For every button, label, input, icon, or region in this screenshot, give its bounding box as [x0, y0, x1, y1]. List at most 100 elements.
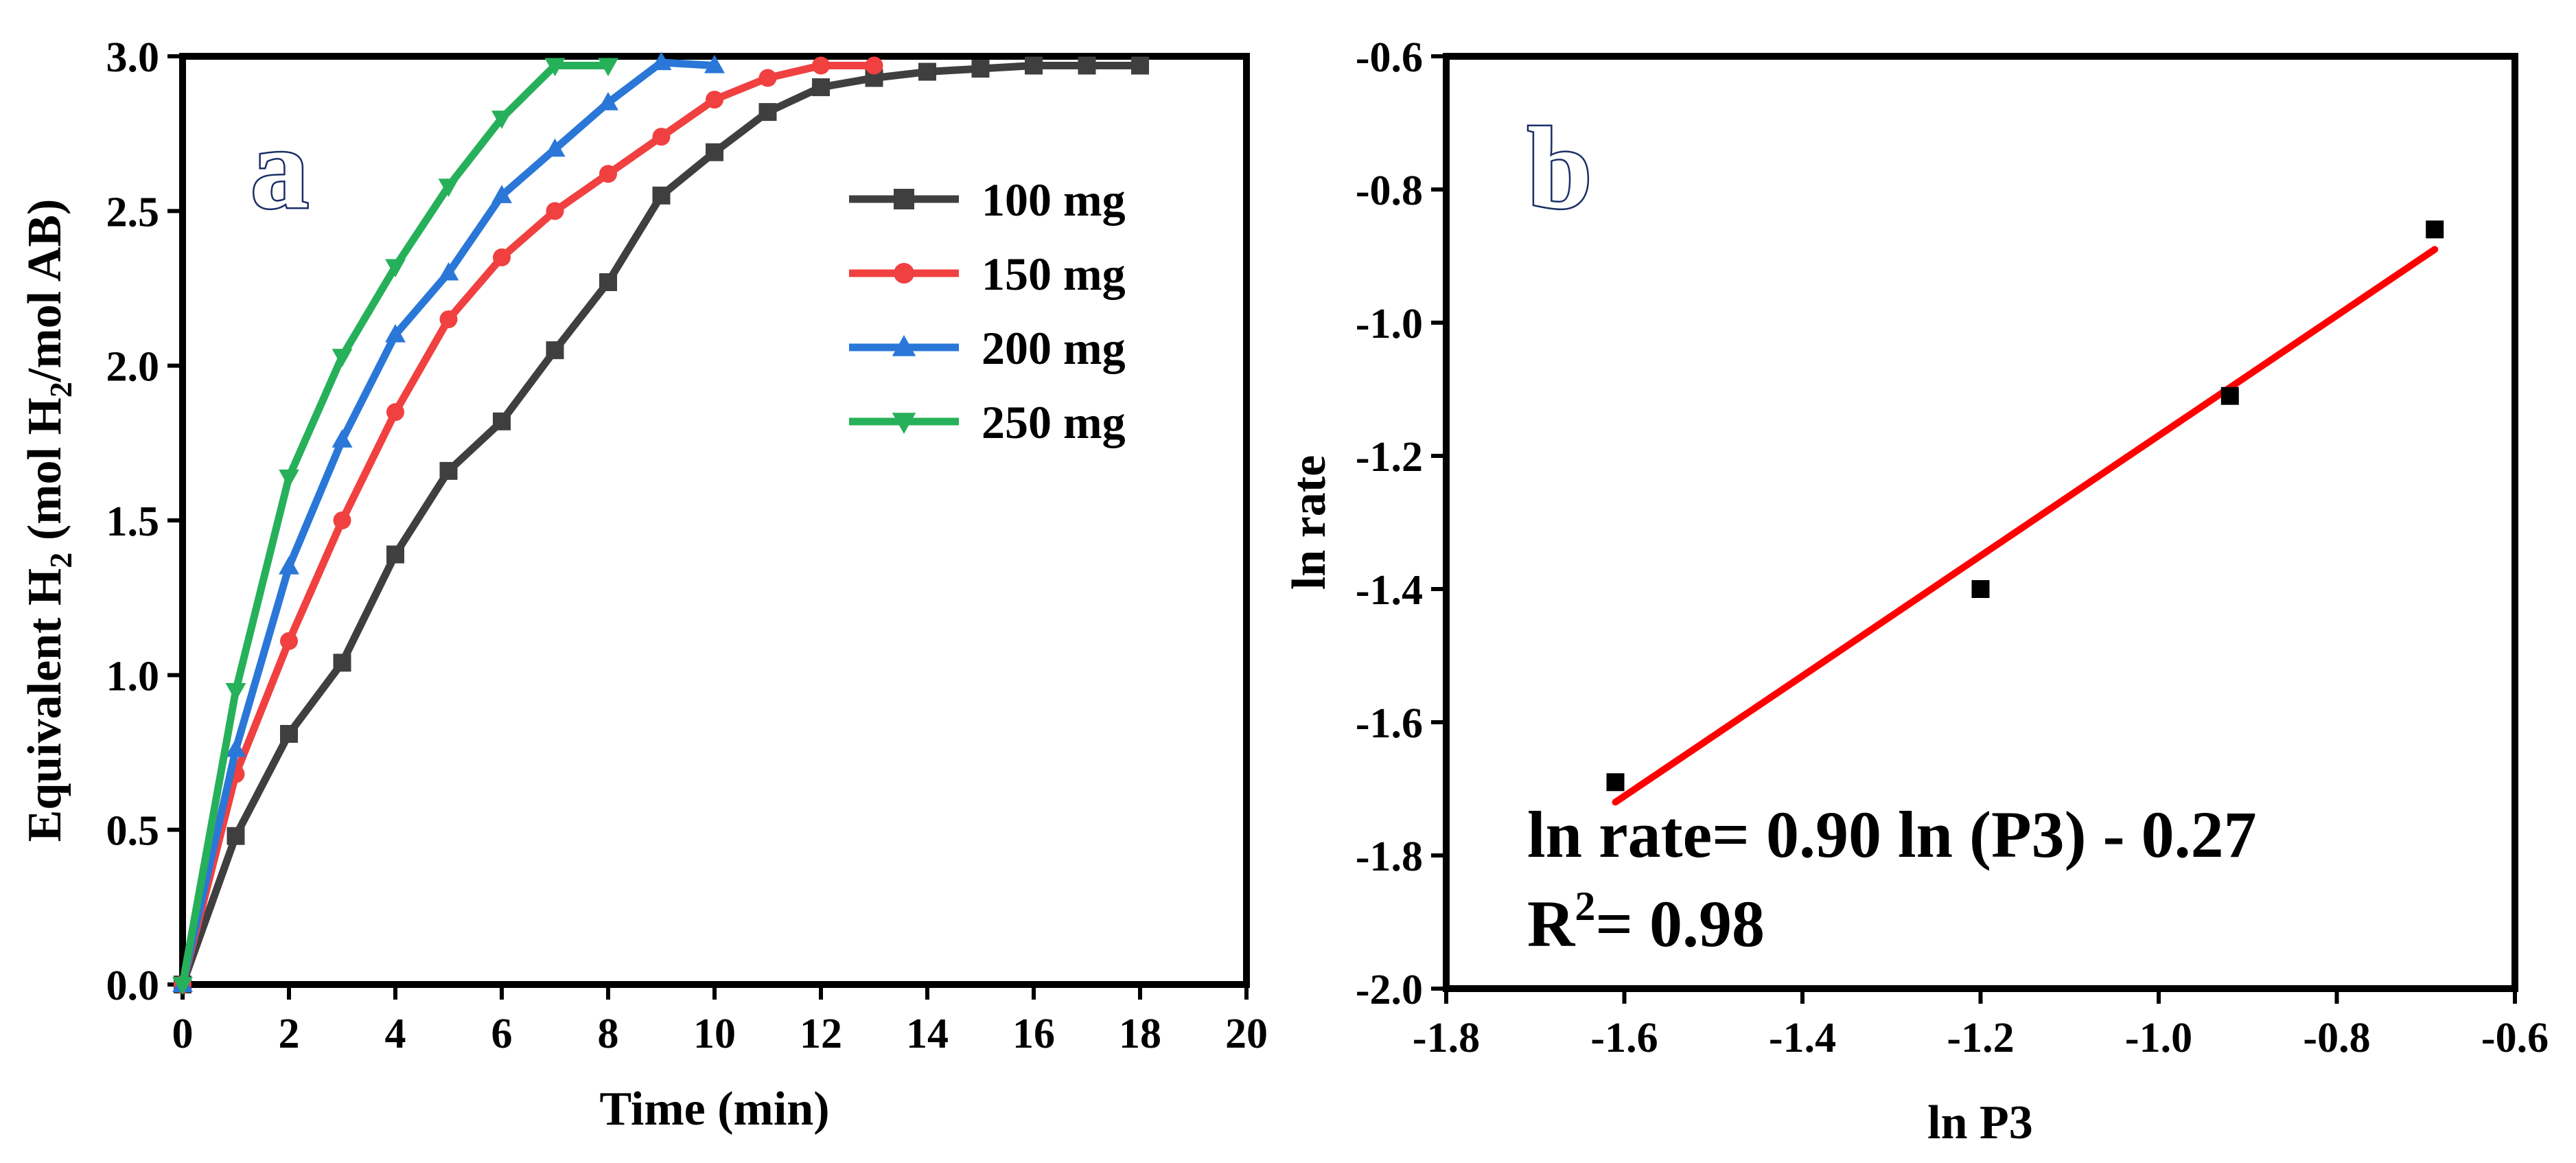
series-line [178, 62, 608, 985]
legend-label: 200 mg [982, 322, 1126, 374]
data-point [386, 403, 404, 422]
legend-label: 150 mg [982, 248, 1126, 300]
y-tick-label: -2.0 [1356, 967, 1423, 1013]
y-tick-label: -1.6 [1356, 700, 1423, 747]
y-tick-label: 1.5 [106, 498, 160, 545]
data-point [279, 556, 299, 575]
x-tick-label: 14 [906, 1011, 949, 1057]
data-point [598, 58, 618, 77]
x-tick-label: -1.6 [1590, 1015, 1658, 1061]
data-point [812, 56, 830, 75]
x-tick-label: 6 [491, 1011, 513, 1057]
y-tick-label: 0.5 [106, 808, 160, 855]
data-point [971, 60, 990, 78]
legend-marker [894, 189, 914, 209]
x-tick-label: 8 [598, 1011, 619, 1057]
data-point [1971, 580, 1990, 598]
data-point [706, 143, 723, 161]
data-point [812, 78, 830, 97]
data-point [865, 56, 883, 75]
fit-group [1612, 246, 2439, 806]
data-point [599, 165, 617, 183]
y-tick-label: -1.2 [1356, 434, 1423, 481]
data-point [1025, 56, 1043, 75]
data-point [279, 469, 299, 488]
x-axis-label-b: ln P3 [1927, 1096, 2033, 1149]
data-point [651, 51, 672, 71]
x-tick-label: 12 [800, 1011, 842, 1057]
x-tick-label: 2 [279, 1011, 300, 1057]
chart-b: -1.8 -1.6 -1.4 -1.2 -1.0 -0.8 -0.6 -0.6 -0.8 -1.0… [1283, 34, 2549, 1149]
x-tick-label: 16 [1012, 1011, 1055, 1057]
data-point [918, 62, 936, 81]
y-tick-label: -0.8 [1356, 168, 1423, 214]
ticks-a: 0 2 4 6 8 10 12 14 16 18 20 0.0 0.5 1.0 1.5 2.0 2.5 3.0 [106, 34, 1268, 1057]
legend-label: 250 mg [982, 396, 1126, 448]
x-tick-label: 10 [693, 1011, 736, 1057]
legend: 100 mg 150 mg 200 mg 250 mg [849, 174, 1126, 448]
data-point [227, 827, 245, 845]
data-point [439, 310, 458, 329]
data-point [1078, 56, 1096, 75]
y-tick-label: -1.4 [1356, 567, 1423, 614]
y-tick-label: 0.0 [106, 963, 160, 1009]
x-tick-label: -1.4 [1769, 1015, 1836, 1061]
data-point [598, 92, 618, 111]
legend-label: 100 mg [982, 174, 1126, 226]
x-tick-label: 20 [1225, 1011, 1268, 1057]
data-point [225, 738, 246, 757]
x-tick-label: -0.8 [2303, 1015, 2370, 1061]
legend-marker [894, 263, 914, 284]
data-point [1131, 56, 1149, 75]
data-point [438, 262, 459, 281]
x-tick-label: -1.8 [1413, 1015, 1480, 1061]
panel-label-b: b [1527, 104, 1592, 233]
y-tick-label: 1.0 [106, 653, 160, 700]
chart-a: 0 2 4 6 8 10 12 14 16 18 20 0.0 0.5 1.0 1.5 2.0 2.5 3.0 a… [19, 34, 1268, 1136]
data-point [704, 54, 725, 73]
y-axis-label-a: Equivalent H2 (mol H2/mol AB) [19, 199, 78, 842]
x-tick-label: 0 [172, 1011, 194, 1057]
data-point [758, 103, 777, 122]
data-point [2426, 220, 2444, 239]
data-point [491, 111, 512, 129]
fit-line [1612, 246, 2439, 806]
data-point [333, 654, 351, 672]
y-axis-label-b: ln rate [1283, 455, 1336, 590]
data-point [652, 128, 671, 146]
x-tick-label: -1.0 [2125, 1015, 2192, 1061]
data-point [706, 91, 723, 109]
y-tick-label: -1.8 [1356, 833, 1423, 880]
x-tick-label: -0.6 [2481, 1015, 2549, 1061]
y-tick-label: -0.6 [1356, 34, 1423, 81]
legend-marker [892, 413, 916, 434]
fit-equation: ln rate= 0.90 ln (P3) - 0.27 [1527, 798, 2257, 871]
y-tick-label: 2.0 [106, 344, 160, 391]
data-point [225, 682, 246, 702]
data-point [1606, 773, 1625, 792]
data-point [546, 341, 564, 360]
x-tick-label: 4 [385, 1011, 406, 1057]
data-point [439, 461, 458, 480]
legend-marker [892, 335, 916, 356]
data-point [280, 724, 298, 743]
data-point [332, 349, 353, 367]
panel-label-a: a [251, 104, 309, 233]
data-point [599, 273, 617, 291]
y-tick-label: 3.0 [106, 34, 160, 81]
ticks-b: -1.8 -1.6 -1.4 -1.2 -1.0 -0.8 -0.6 -0.6 -0.8 -1.0… [1356, 34, 2549, 1061]
data-point [652, 186, 671, 205]
x-tick-label: 18 [1119, 1011, 1161, 1057]
x-tick-label: -1.2 [1947, 1015, 2014, 1061]
data-point [544, 58, 566, 77]
data-point [493, 412, 511, 430]
data-point [2220, 387, 2239, 405]
data-point [386, 545, 404, 564]
data-point [491, 185, 512, 203]
y-tick-label: -1.0 [1356, 301, 1423, 347]
data-point [333, 511, 351, 529]
data-point [546, 202, 564, 220]
r-squared: R2= 0.98 [1527, 884, 1765, 960]
x-axis-label-a: Time (min) [599, 1083, 829, 1136]
